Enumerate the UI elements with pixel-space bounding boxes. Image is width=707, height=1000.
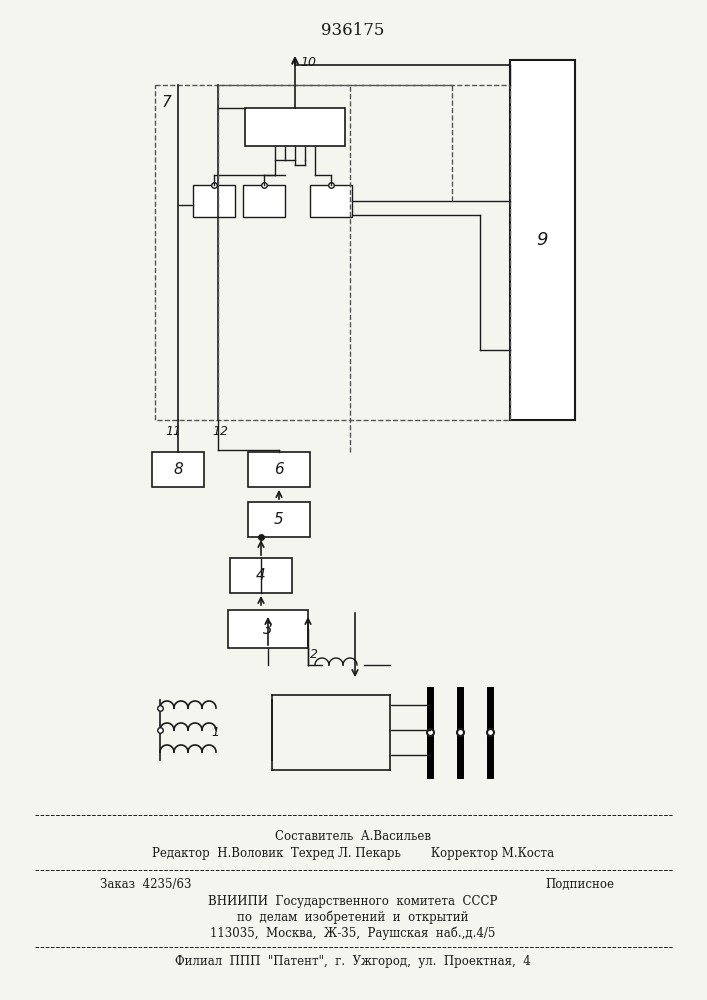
Text: Редактор  Н.Воловик  Техред Л. Пекарь        Корректор М.Коста: Редактор Н.Воловик Техред Л. Пекарь Корр…	[152, 847, 554, 860]
Text: ВНИИПИ  Государственного  комитета  СССР: ВНИИПИ Государственного комитета СССР	[209, 895, 498, 908]
Text: 8: 8	[173, 462, 183, 478]
Bar	[155, 85, 510, 420]
Text: 2: 2	[310, 648, 318, 661]
Text: 10: 10	[300, 56, 316, 70]
Text: 1: 1	[211, 726, 219, 739]
Text: по  делам  изобретений  и  открытий: по делам изобретений и открытий	[238, 911, 469, 924]
Text: Подписное: Подписное	[546, 878, 614, 891]
Bar	[152, 452, 204, 487]
Text: 113035,  Москва,  Ж-35,  Раушская  наб.,д.4/5: 113035, Москва, Ж-35, Раушская наб.,д.4/…	[210, 927, 496, 940]
Bar	[243, 185, 285, 217]
Bar	[193, 185, 235, 217]
Bar	[510, 60, 575, 420]
Text: 5: 5	[274, 512, 284, 528]
Bar	[310, 185, 352, 217]
Text: 6: 6	[274, 462, 284, 478]
Text: 4: 4	[256, 568, 266, 584]
Text: 936175: 936175	[321, 22, 385, 39]
Bar	[248, 502, 310, 537]
Text: Составитель  А.Васильев: Составитель А.Васильев	[275, 830, 431, 843]
Text: Филиал  ППП  "Патент",  г.  Ужгород,  ул.  Проектная,  4: Филиал ППП "Патент", г. Ужгород, ул. Про…	[175, 955, 531, 968]
Text: Заказ  4235/63: Заказ 4235/63	[100, 878, 192, 891]
Text: 3: 3	[263, 621, 273, 637]
Bar	[248, 452, 310, 487]
Text: 7: 7	[162, 95, 172, 110]
Text: 11: 11	[165, 425, 181, 438]
Bar	[230, 558, 292, 593]
Text: 9: 9	[536, 231, 548, 249]
Text: 12: 12	[212, 425, 228, 438]
Bar	[228, 610, 308, 648]
Bar	[245, 108, 345, 146]
